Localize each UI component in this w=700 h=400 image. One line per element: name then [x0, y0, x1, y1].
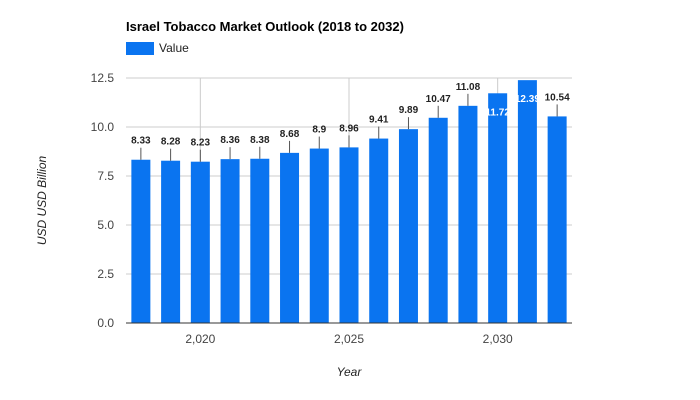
y-axis-title: USD USD Billion — [35, 155, 49, 245]
y-tick-label: 10.0 — [91, 120, 115, 134]
bar[interactable] — [131, 159, 151, 323]
bar[interactable] — [190, 161, 210, 323]
bars — [131, 80, 567, 324]
x-tick-label: 2,030 — [483, 332, 513, 346]
x-tick-label: 2,020 — [185, 332, 215, 346]
x-axis-title: Year — [337, 365, 363, 379]
chart-title: Israel Tobacco Market Outlook (2018 to 2… — [126, 19, 404, 34]
data-label: 9.41 — [369, 115, 389, 126]
bar[interactable] — [309, 148, 329, 323]
data-labels: 8.33 8.28 8.23 8.36 8.38 8.68 8.9 8.96 9.41 9.89 1… — [131, 82, 570, 162]
data-label: 8.23 — [191, 138, 211, 149]
data-label: 8.28 — [161, 137, 181, 148]
data-label: 11.08 — [456, 82, 481, 93]
legend: Value — [126, 40, 189, 56]
data-label: 8.38 — [250, 135, 270, 146]
axes: 0.0 2.5 5.0 7.5 10.0 12.5 2,020 2,025 2,030 Year U… — [35, 71, 572, 379]
bar[interactable] — [517, 80, 537, 323]
bar[interactable] — [250, 158, 270, 323]
data-label: 8.68 — [280, 129, 300, 140]
y-tick-label: 0.0 — [97, 316, 114, 330]
data-label: 11.72 — [485, 107, 510, 118]
data-label: 8.9 — [312, 125, 326, 136]
bar[interactable] — [488, 93, 508, 324]
y-tick-label: 5.0 — [97, 218, 114, 232]
bar[interactable] — [161, 160, 181, 323]
data-label: 10.47 — [426, 94, 451, 105]
y-tick-label: 2.5 — [97, 267, 114, 281]
bar[interactable] — [280, 152, 300, 323]
data-label: 9.89 — [399, 105, 419, 116]
data-label: 10.54 — [545, 92, 570, 103]
bar[interactable] — [339, 147, 359, 323]
data-label: 8.36 — [220, 135, 240, 146]
legend-swatch — [126, 41, 154, 55]
bar[interactable] — [369, 138, 389, 323]
data-label: 8.33 — [131, 136, 151, 147]
bar[interactable] — [220, 159, 240, 323]
y-tick-label: 12.5 — [91, 71, 115, 85]
data-label: 8.96 — [339, 123, 359, 134]
bar[interactable] — [458, 105, 478, 323]
bar[interactable] — [547, 116, 567, 323]
x-tick-label: 2,025 — [334, 332, 364, 346]
bar[interactable] — [428, 117, 448, 324]
data-label: 12.39 — [515, 94, 540, 105]
y-tick-label: 7.5 — [97, 169, 114, 183]
legend-label: Value — [159, 41, 189, 55]
bar[interactable] — [398, 129, 418, 323]
